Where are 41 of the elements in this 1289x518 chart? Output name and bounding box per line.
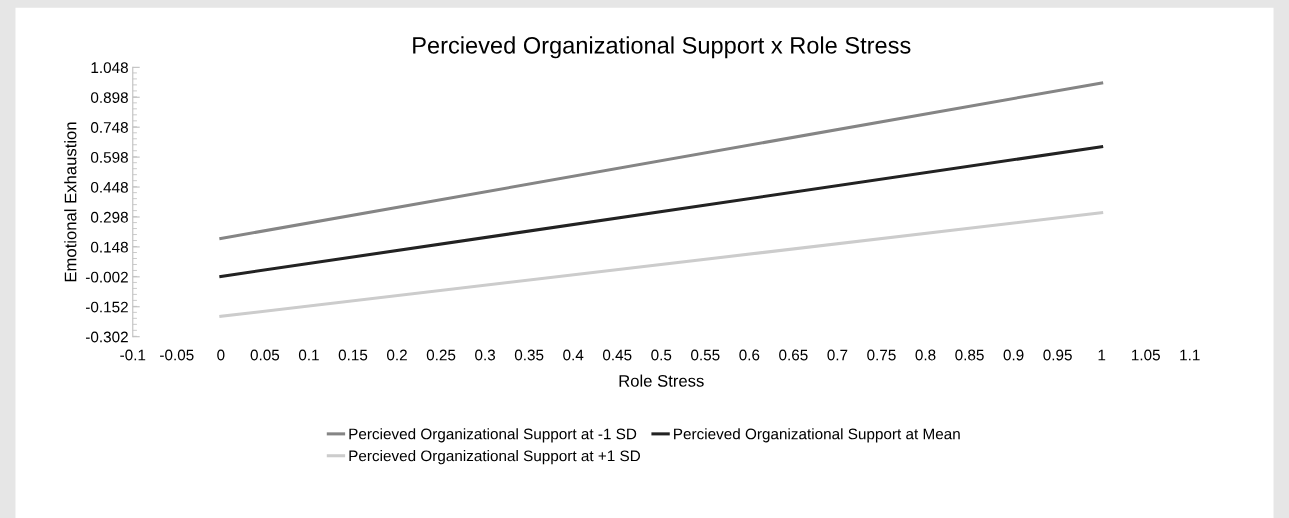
y-tick-label: 0.448: [90, 181, 128, 193]
x-tick-label: 0.3: [475, 349, 496, 361]
x-tick-label: 0.5: [651, 349, 672, 361]
x-tick-label: 0.35: [514, 349, 544, 361]
x-tick-label: 0.9: [1003, 349, 1024, 361]
y-tick-label: -0.002: [85, 271, 128, 283]
x-tick-label: 0: [217, 349, 225, 361]
x-tick-label: 0.05: [250, 349, 280, 361]
y-tick-label: -0.152: [85, 301, 128, 313]
x-tick-label: 0.45: [602, 349, 632, 361]
x-tick-label: 0.95: [1043, 349, 1072, 361]
x-tick-label: 0.4: [563, 349, 584, 361]
x-tick-label: 1.1: [1180, 349, 1200, 361]
y-tick-label: 0.148: [90, 241, 128, 253]
x-tick-label: 0.1: [298, 349, 319, 361]
x-tick-label: 0.6: [739, 349, 760, 361]
x-tick-label: -0.1: [120, 349, 146, 361]
x-tick-label: 0.8: [915, 349, 936, 361]
x-tick-label: 0.2: [386, 349, 407, 361]
y-axis-title: Emotional Exhaustion: [64, 122, 77, 282]
x-tick-label: 0.75: [867, 349, 896, 361]
x-tick-label: 0.25: [426, 349, 456, 361]
x-tick-label: 0.7: [827, 349, 848, 361]
x-tick-label: -0.05: [160, 349, 194, 361]
x-tick-label: 0.65: [779, 349, 808, 361]
x-tick-label: 0.15: [338, 349, 368, 361]
chart-title: Percieved Organizational Support x Role Stress: [413, 36, 911, 59]
y-tick-label: 0.598: [90, 151, 128, 163]
x-tick-label: 0.85: [955, 349, 984, 361]
legend-label: Percieved Organizational Support at +1 SD: [349, 450, 641, 465]
x-tick-label: 0.55: [691, 349, 720, 361]
y-tick-label: -0.302: [85, 331, 128, 343]
y-tick-label: 0.298: [90, 211, 128, 223]
y-tick-label: 1.048: [91, 62, 128, 74]
x-axis-title: Role Stress: [619, 374, 704, 387]
y-tick-label: 0.898: [90, 92, 128, 103]
x-tick-label: 1.05: [1132, 349, 1160, 361]
legend-label: Percieved Organizational Support at -1 SD: [349, 428, 637, 443]
x-tick-label: 1: [1098, 349, 1106, 361]
y-tick-label: 0.748: [90, 122, 128, 133]
legend-label: Percieved Organizational Support at Mean: [674, 428, 960, 443]
